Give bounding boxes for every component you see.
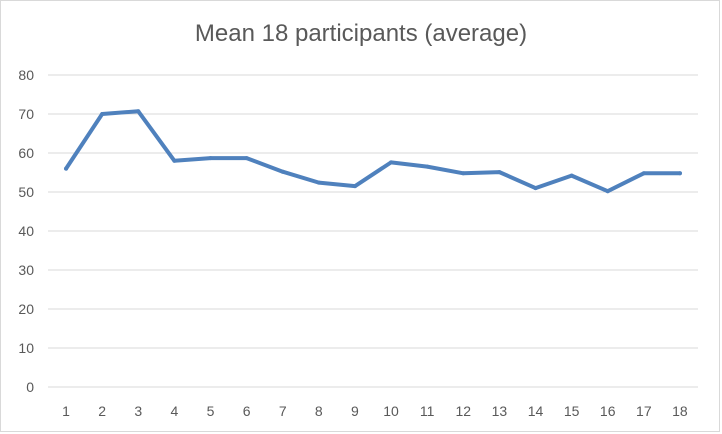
y-tick-label: 40 (18, 223, 34, 239)
x-tick-label: 1 (62, 403, 70, 419)
data-point (316, 180, 321, 185)
data-point (605, 189, 610, 194)
x-tick-label: 15 (564, 403, 580, 419)
y-tick-label: 80 (18, 67, 34, 83)
series-line-0 (64, 109, 682, 194)
x-tick-label: 8 (315, 403, 323, 419)
x-tick-label: 13 (492, 403, 508, 419)
x-tick-label: 5 (207, 403, 215, 419)
data-point (244, 156, 249, 161)
x-tick-label: 2 (98, 403, 106, 419)
series-layer (64, 109, 682, 194)
data-point (100, 112, 105, 116)
data-point (352, 184, 357, 189)
x-tick-label: 4 (170, 403, 178, 419)
data-point (136, 109, 141, 114)
chart-title: Mean 18 participants (average) (194, 20, 528, 47)
data-point (533, 186, 538, 191)
x-tick-label: 12 (455, 403, 471, 419)
y-tick-label: 10 (18, 340, 34, 356)
y-tick-label: 0 (26, 379, 34, 395)
data-point (208, 156, 213, 161)
y-axis-labels: 0 10 20 30 40 50 60 70 80 (18, 67, 34, 395)
y-tick-label: 30 (18, 262, 34, 278)
data-point (461, 171, 466, 176)
x-tick-label: 3 (134, 403, 142, 419)
data-point (172, 158, 177, 163)
data-point (677, 171, 682, 176)
data-point (641, 171, 646, 176)
gridlines (48, 74, 698, 388)
x-tick-label: 18 (672, 403, 688, 419)
y-tick-label: 20 (18, 301, 34, 317)
x-tick-label: 17 (636, 403, 652, 419)
y-tick-label: 50 (18, 184, 34, 200)
y-tick-label: 60 (18, 145, 34, 161)
x-tick-label: 6 (243, 403, 251, 419)
x-tick-label: 11 (420, 403, 435, 419)
x-axis-labels: 1 2 3 4 5 6 7 8 9 10 11 12 13 14 15 16 17 18 (62, 403, 688, 419)
x-tick-label: 14 (528, 403, 544, 419)
y-tick-label: 70 (18, 106, 34, 122)
x-tick-label: 10 (383, 403, 399, 419)
x-tick-label: 16 (600, 403, 616, 419)
data-point (569, 173, 574, 178)
data-point (389, 160, 394, 165)
data-point (425, 164, 430, 169)
data-point (64, 166, 69, 171)
data-point (280, 169, 285, 174)
x-tick-label: 7 (279, 403, 287, 419)
data-point (497, 170, 502, 175)
x-tick-label: 9 (351, 403, 359, 419)
